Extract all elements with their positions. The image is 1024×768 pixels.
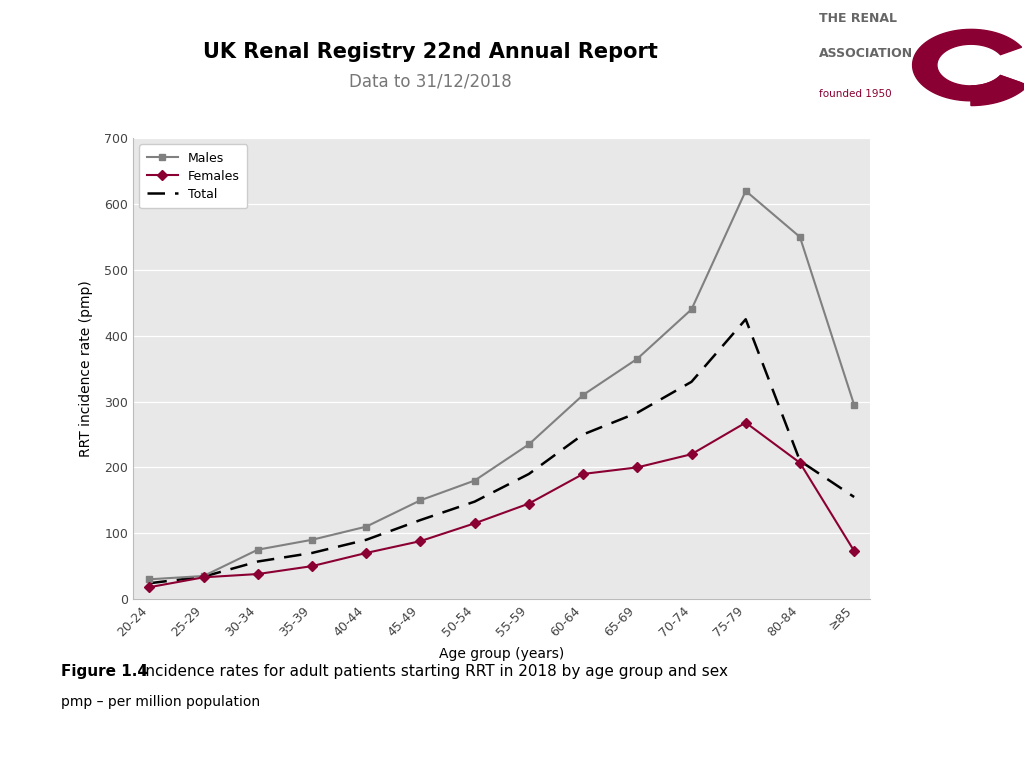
Males <box>577 390 589 399</box>
Text: Incidence rates for adult patients starting RRT in 2018 by age group and sex: Incidence rates for adult patients start… <box>136 664 728 680</box>
Females <box>415 537 427 546</box>
Total <box>577 430 589 439</box>
Legend: Males, Females, Total: Males, Females, Total <box>139 144 248 208</box>
Total <box>143 578 156 588</box>
Females <box>685 449 697 458</box>
Females <box>522 499 535 508</box>
Text: UK Renal Registry 22nd Annual Report: UK Renal Registry 22nd Annual Report <box>203 42 657 62</box>
Males <box>469 476 481 485</box>
Total <box>360 535 373 545</box>
Females <box>794 458 806 468</box>
Females <box>143 583 156 592</box>
Total <box>848 492 860 502</box>
Males <box>685 305 697 314</box>
Text: pmp – per million population: pmp – per million population <box>61 695 260 709</box>
Females <box>739 418 752 427</box>
Females <box>306 561 318 571</box>
Total <box>522 469 535 478</box>
Total <box>252 557 264 566</box>
Text: founded 1950: founded 1950 <box>819 89 892 99</box>
Males <box>360 522 373 531</box>
Text: THE RENAL: THE RENAL <box>819 12 897 25</box>
Text: Data to 31/12/2018: Data to 31/12/2018 <box>349 73 511 91</box>
Males <box>198 571 210 581</box>
Males <box>252 545 264 554</box>
Line: Females: Females <box>145 419 858 591</box>
Males <box>415 495 427 505</box>
Males <box>522 440 535 449</box>
X-axis label: Age group (years): Age group (years) <box>439 647 564 661</box>
Total <box>794 456 806 465</box>
Females <box>631 463 643 472</box>
Total <box>469 497 481 506</box>
Females <box>360 548 373 558</box>
Males <box>794 233 806 242</box>
Males <box>143 574 156 584</box>
Total <box>415 515 427 525</box>
Total <box>198 572 210 581</box>
Line: Males: Males <box>145 187 858 583</box>
Total <box>631 408 643 417</box>
Polygon shape <box>912 29 1022 101</box>
Females <box>469 518 481 528</box>
Total <box>739 315 752 324</box>
Polygon shape <box>971 75 1024 105</box>
Line: Total: Total <box>150 319 854 583</box>
Total <box>685 377 697 386</box>
Text: ASSOCIATION: ASSOCIATION <box>819 48 913 60</box>
Females <box>252 569 264 578</box>
Total <box>306 548 318 558</box>
Males <box>848 400 860 409</box>
Females <box>198 573 210 582</box>
Males <box>631 354 643 363</box>
Males <box>739 187 752 196</box>
Males <box>306 535 318 545</box>
Females <box>577 469 589 478</box>
Text: Figure 1.4: Figure 1.4 <box>61 664 148 680</box>
Y-axis label: RRT incidence rate (pmp): RRT incidence rate (pmp) <box>79 280 93 457</box>
Females <box>848 546 860 555</box>
